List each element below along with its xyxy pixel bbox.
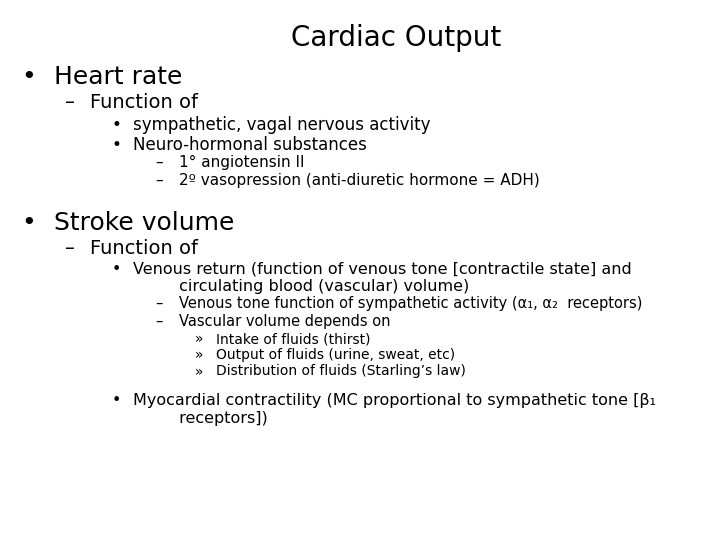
- Text: sympathetic, vagal nervous activity: sympathetic, vagal nervous activity: [133, 116, 431, 134]
- Text: »: »: [194, 332, 203, 346]
- Text: –: –: [155, 314, 162, 329]
- Text: Heart rate: Heart rate: [54, 65, 182, 89]
- Text: •: •: [112, 393, 121, 408]
- Text: Venous tone function of sympathetic activity (α₁, α₂  receptors): Venous tone function of sympathetic acti…: [179, 296, 642, 311]
- Text: Function of: Function of: [90, 239, 198, 258]
- Text: •: •: [112, 262, 121, 277]
- Text: Intake of fluids (thirst): Intake of fluids (thirst): [216, 332, 371, 346]
- Text: Function of: Function of: [90, 93, 198, 112]
- Text: –: –: [65, 239, 75, 258]
- Text: •: •: [22, 65, 36, 89]
- Text: –: –: [65, 93, 75, 112]
- Text: Myocardial contractility (MC proportional to sympathetic tone [β₁
         recep: Myocardial contractility (MC proportiona…: [133, 393, 656, 426]
- Text: »: »: [194, 348, 203, 362]
- Text: –: –: [155, 173, 163, 188]
- Text: »: »: [194, 364, 203, 379]
- Text: Cardiac Output: Cardiac Output: [291, 24, 501, 52]
- Text: –: –: [155, 155, 163, 170]
- Text: •: •: [112, 136, 122, 154]
- Text: 1° angiotensin II: 1° angiotensin II: [179, 155, 304, 170]
- Text: Distribution of fluids (Starling’s law): Distribution of fluids (Starling’s law): [216, 364, 466, 379]
- Text: Stroke volume: Stroke volume: [54, 211, 235, 234]
- Text: Output of fluids (urine, sweat, etc): Output of fluids (urine, sweat, etc): [216, 348, 455, 362]
- Text: Vascular volume depends on: Vascular volume depends on: [179, 314, 390, 329]
- Text: Neuro-hormonal substances: Neuro-hormonal substances: [133, 136, 367, 154]
- Text: Venous return (function of venous tone [contractile state] and
         circulat: Venous return (function of venous tone […: [133, 262, 632, 294]
- Text: •: •: [112, 116, 122, 134]
- Text: –: –: [155, 296, 162, 311]
- Text: 2º vasopression (anti-diuretic hormone = ADH): 2º vasopression (anti-diuretic hormone =…: [179, 173, 539, 188]
- Text: •: •: [22, 211, 36, 234]
